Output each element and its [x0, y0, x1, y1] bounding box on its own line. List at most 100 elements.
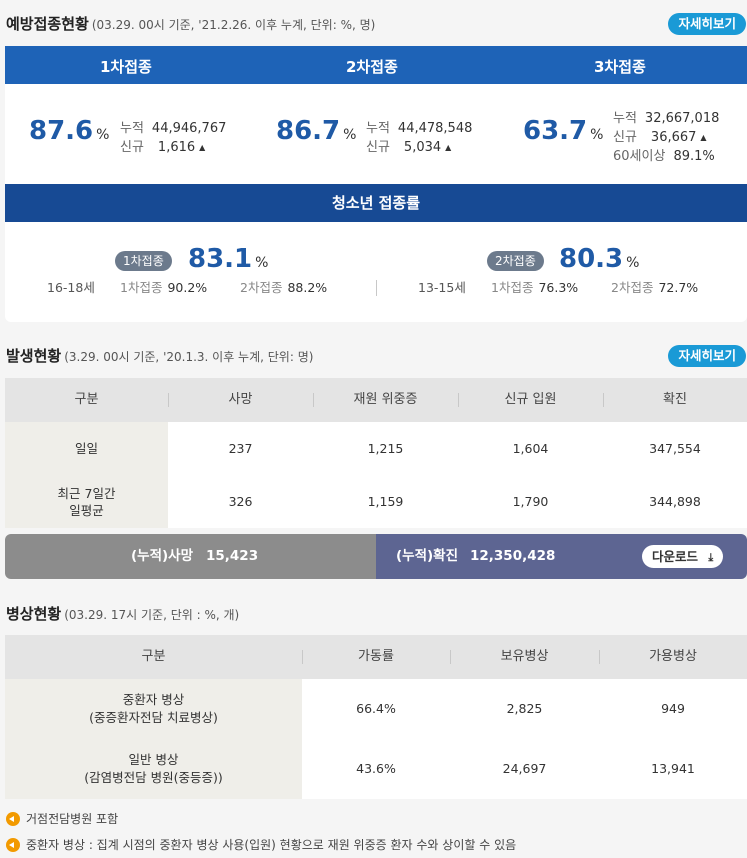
vaccination-detail-button[interactable]: 자세히보기 — [668, 13, 746, 35]
table-cell: 43.6% — [302, 739, 450, 799]
dose1-new: 신규 1,616 ▲ — [120, 136, 205, 155]
section-heading: 발생현황 — [6, 347, 62, 365]
new-label: 신규 — [120, 140, 144, 155]
table-cell: 326 — [168, 476, 313, 528]
teen1-percent: 83.1% — [188, 244, 268, 274]
row-label-general: 일반 병상 (감염병전담 병원(중등증)) — [5, 739, 302, 799]
cumulative-label: 누적 — [120, 121, 144, 136]
cumulative-value: 44,946,767 — [151, 121, 227, 136]
cumulative-value: 44,478,548 — [397, 121, 473, 136]
dose-header-bar: 1차접종 2차접종 3차접종 — [5, 46, 747, 84]
percent-unit: % — [255, 255, 269, 271]
speaker-icon — [6, 812, 20, 826]
occurrence-table: 구분 사망 재원 위중증 신규 입원 확진 일일 237 1,215 1,604… — [5, 378, 747, 528]
dose3-percent: 63.7% — [523, 116, 603, 146]
row-label-daily: 일일 — [5, 422, 168, 476]
new-value: 5,034 — [403, 140, 442, 155]
dose1-percent-value: 87.6 — [29, 116, 94, 146]
table-cell: 347,554 — [603, 422, 747, 476]
triangle-up-icon: ▲ — [199, 143, 206, 152]
vaccination-title: 예방접종현황 (03.29. 00시 기준, '21.2.26. 이후 누계, 단… — [6, 13, 375, 34]
dose1-percent: 87.6% — [29, 116, 109, 146]
note-text: 중환자 병상 : 집계 시점의 중환자 병상 사용(입원) 현황으로 재원 위중… — [26, 838, 517, 852]
table-header: 구분 — [5, 378, 168, 422]
beds-title: 병상현황 (03.29. 17시 기준, 단위 : %, 개) — [6, 603, 239, 624]
teen1-dose1: 1차접종 90.2% — [120, 277, 207, 296]
divider — [599, 650, 600, 664]
cumulative-value: 32,667,018 — [644, 111, 720, 126]
table-cell: 344,898 — [603, 476, 747, 528]
divider — [458, 393, 459, 407]
percent-unit: % — [590, 127, 604, 143]
teen-heading: 청소년 접종률 — [5, 184, 747, 222]
triangle-up-icon: ▲ — [445, 143, 452, 152]
dose3-senior: 60세이상 89.1% — [613, 145, 715, 164]
percent-unit: % — [626, 255, 640, 271]
table-cell: 237 — [168, 422, 313, 476]
cumulative-death-label: (누적)사망 — [131, 548, 194, 564]
table-cell: 2,825 — [450, 679, 599, 739]
download-icon: ⤓ — [708, 551, 714, 564]
table-header: 가동률 — [302, 635, 450, 679]
divider — [450, 650, 451, 664]
new-value: 1,616 — [157, 140, 196, 155]
dose3-percent-value: 63.7 — [523, 116, 588, 146]
row-label-7day-avg: 최근 7일간 일평균 — [5, 476, 168, 528]
teen2-percent-value: 80.3 — [559, 244, 624, 274]
cumulative-confirmed-bar: (누적)확진 12,350,428 다운로드 ⤓ — [376, 534, 747, 579]
table-cell: 13,941 — [599, 739, 747, 799]
table-header: 보유병상 — [450, 635, 599, 679]
download-button[interactable]: 다운로드 ⤓ — [642, 545, 724, 568]
dose2-value: 72.7% — [658, 280, 699, 295]
dose2-label: 2차접종 — [240, 280, 283, 295]
table-cell: 1,215 — [313, 422, 458, 476]
dose2-heading: 2차접종 — [346, 58, 398, 76]
teen1-percent-value: 83.1 — [188, 244, 253, 274]
row-label-icu: 중환자 병상 (중증환자전담 치료병상) — [5, 679, 302, 739]
new-label: 신규 — [366, 140, 390, 155]
dose1-heading: 1차접종 — [100, 58, 152, 76]
section-heading: 예방접종현황 — [6, 15, 89, 33]
dose3-new: 신규 36,667 ▲ — [613, 126, 707, 145]
dose1-label: 1차접종 — [120, 280, 163, 295]
table-header: 구분 — [5, 635, 302, 679]
cumulative-label: 누적 — [366, 121, 390, 136]
note-item: 거점전담병원 포함 — [6, 810, 118, 827]
dose1-label: 1차접종 — [491, 280, 534, 295]
teen-badge-dose2: 2차접종 — [487, 251, 544, 271]
dose2-label: 2차접종 — [611, 280, 654, 295]
divider — [302, 650, 303, 664]
dose3-cumulative: 누적 32,667,018 — [613, 107, 719, 126]
cumulative-death-bar: (누적)사망 15,423 — [5, 534, 376, 579]
table-cell: 1,159 — [313, 476, 458, 528]
table-header: 사망 — [168, 378, 313, 422]
dose2-percent: 86.7% — [276, 116, 356, 146]
table-cell: 24,697 — [450, 739, 599, 799]
dose3-heading: 3차접종 — [594, 58, 646, 76]
cumulative-death-value: 15,423 — [206, 548, 259, 564]
teen-age-16-18: 16-18세 — [47, 280, 95, 295]
cumulative-label: 누적 — [613, 111, 637, 126]
percent-unit: % — [96, 127, 110, 143]
dose2-value: 88.2% — [287, 280, 328, 295]
teen-badge-dose1: 1차접종 — [115, 251, 172, 271]
teen-age-13-15: 13-15세 — [418, 280, 466, 295]
dose1-value: 76.3% — [538, 280, 579, 295]
table-header: 신규 입원 — [458, 378, 603, 422]
occurrence-title: 발생현황 (3.29. 00시 기준, '20.1.3. 이후 누계, 단위: 명… — [6, 345, 313, 366]
table-header: 재원 위중증 — [313, 378, 458, 422]
vaccination-card: 1차접종 2차접종 3차접종 87.6% 누적 44,946,767 신규 1,61… — [5, 46, 747, 322]
teen2-percent: 80.3% — [559, 244, 639, 274]
section-subtitle: (03.29. 17시 기준, 단위 : %, 개) — [64, 608, 240, 622]
senior-value: 89.1% — [673, 149, 715, 164]
divider — [313, 393, 314, 407]
occurrence-detail-button[interactable]: 자세히보기 — [668, 345, 746, 367]
divider — [376, 280, 377, 296]
dose2-new: 신규 5,034 ▲ — [366, 136, 451, 155]
teen2-dose2: 2차접종 72.7% — [611, 277, 698, 296]
teen2-dose1: 1차접종 76.3% — [491, 277, 578, 296]
download-label: 다운로드 — [652, 549, 699, 564]
table-header: 확진 — [603, 378, 747, 422]
table-cell: 1,604 — [458, 422, 603, 476]
section-subtitle: (3.29. 00시 기준, '20.1.3. 이후 누계, 단위: 명) — [64, 350, 314, 364]
